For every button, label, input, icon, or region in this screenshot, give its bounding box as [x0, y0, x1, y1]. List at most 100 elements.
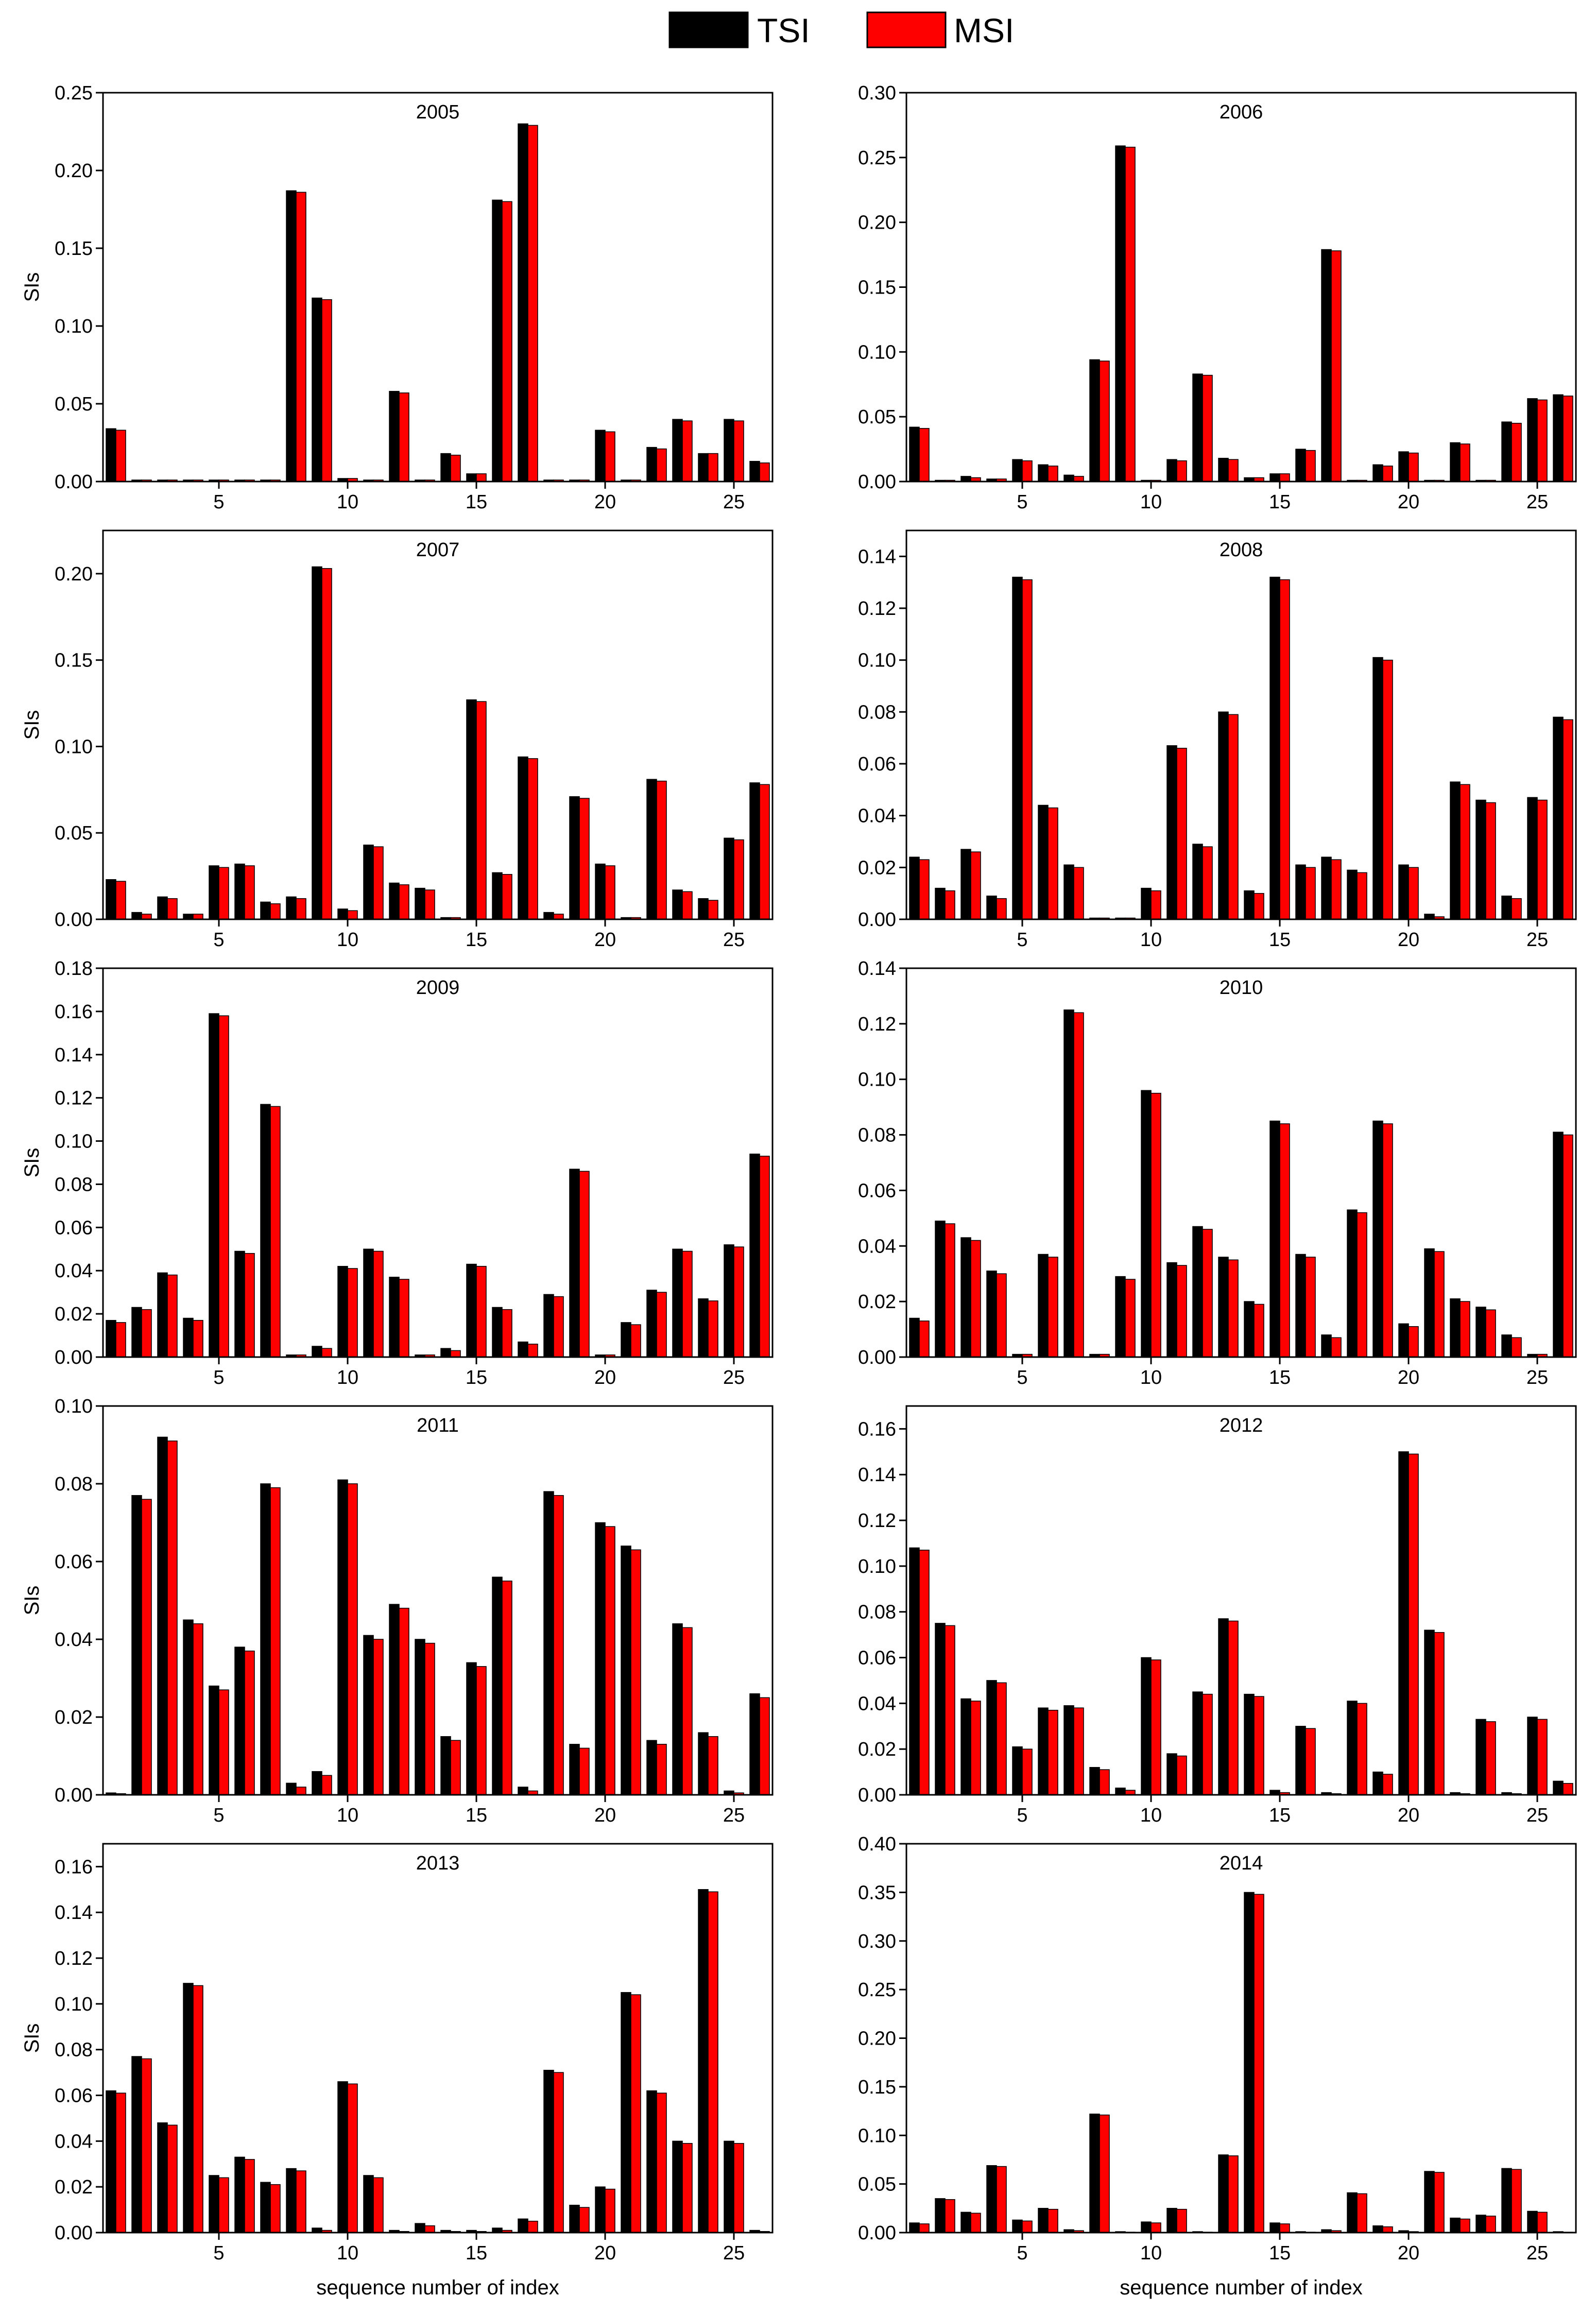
bar-tsi-2012-20: [1398, 1451, 1409, 1795]
bar-msi-2014-1: [919, 2223, 930, 2233]
y-tick-label: 0.05: [858, 2174, 896, 2196]
bar-tsi-2007-25: [724, 837, 734, 920]
bar-tsi-2014-10: [1141, 2221, 1152, 2233]
bar-msi-2011-12: [399, 1607, 409, 1795]
bar-msi-2011-7: [270, 1487, 281, 1795]
bar-msi-2008-7: [1073, 867, 1084, 920]
x-tick-label: 25: [723, 491, 745, 513]
bar-tsi-2010-4: [986, 1271, 997, 1358]
bar-msi-2008-25: [1537, 799, 1548, 920]
x-tick-label: 5: [213, 491, 224, 513]
bar-msi-2010-18: [1357, 1212, 1367, 1358]
bar-tsi-2014-21: [1424, 2171, 1435, 2233]
y-tick-label: 0.00: [55, 1785, 93, 1806]
bar-tsi-2012-21: [1424, 1630, 1435, 1795]
bar-tsi-2014-14: [1244, 1892, 1255, 2233]
bar-tsi-2006-26: [1553, 394, 1564, 482]
bar-msi-2010-3: [970, 1240, 981, 1358]
bar-msi-2010-14: [1254, 1304, 1264, 1358]
bar-msi-2010-7: [1073, 1012, 1084, 1358]
bar-msi-2011-16: [502, 1581, 512, 1795]
bar-msi-2006-17: [1331, 250, 1342, 482]
bar-tsi-2006-1: [909, 426, 920, 482]
bar-msi-2008-15: [1279, 579, 1290, 920]
bar-tsi-2012-19: [1372, 1771, 1383, 1795]
y-tick-label: 0.08: [55, 1174, 93, 1195]
y-tick-label: 0.30: [858, 1931, 896, 1952]
bar-tsi-2009-18: [543, 1294, 554, 1358]
bar-tsi-2009-22: [646, 1290, 657, 1358]
bar-msi-2012-12: [1202, 1693, 1213, 1795]
bar-tsi-2011-20: [595, 1522, 606, 1795]
y-tick-label: 0.02: [858, 857, 896, 879]
bar-msi-2014-21: [1434, 2172, 1445, 2233]
bar-tsi-2010-1: [909, 1317, 920, 1358]
bar-tsi-2012-5: [1012, 1746, 1023, 1795]
bar-msi-2013-8: [296, 2170, 306, 2233]
y-tick-label: 0.15: [858, 277, 896, 299]
bar-msi-2011-11: [373, 1639, 384, 1795]
bar-tsi-2010-24: [1501, 1334, 1512, 1358]
bar-tsi-2013-5: [209, 2175, 219, 2233]
bar-tsi-2011-23: [672, 1623, 683, 1795]
bar-msi-2014-18: [1357, 2193, 1367, 2233]
bar-msi-2012-18: [1357, 1703, 1367, 1795]
bar-tsi-2009-21: [621, 1322, 631, 1358]
bar-msi-2014-2: [945, 2199, 955, 2233]
bar-tsi-2009-14: [440, 1348, 451, 1358]
bar-msi-2011-23: [682, 1627, 693, 1795]
bar-msi-2012-19: [1382, 1774, 1393, 1795]
bar-msi-2006-6: [1048, 466, 1058, 482]
bar-tsi-2008-20: [1398, 864, 1409, 920]
bar-msi-2012-6: [1048, 1709, 1058, 1795]
x-tick-label: 20: [1398, 491, 1419, 513]
bar-tsi-2007-5: [209, 865, 219, 920]
bar-msi-2005-8: [296, 192, 306, 482]
bar-msi-2005-14: [450, 454, 461, 482]
bar-tsi-2006-16: [1295, 449, 1306, 482]
bar-tsi-2013-11: [363, 2175, 374, 2233]
bar-msi-2009-26: [759, 1156, 770, 1358]
bar-tsi-2005-20: [595, 430, 606, 482]
bar-msi-2008-17: [1331, 859, 1342, 920]
x-tick-label: 10: [1140, 1805, 1162, 1826]
bar-msi-2008-10: [1151, 890, 1161, 920]
bar-tsi-2006-19: [1372, 464, 1383, 482]
bar-msi-2008-20: [1408, 867, 1419, 920]
bar-msi-2007-13: [424, 889, 435, 920]
bar-tsi-2009-16: [492, 1307, 503, 1358]
bar-tsi-2009-12: [389, 1277, 400, 1358]
y-tick-label: 0.30: [858, 82, 896, 104]
x-tick-label: 15: [466, 1367, 487, 1388]
chart-panel-2006: 0.00 0.05 0.10 0.15 0.20 0.25 0.30 5 10 15 20 25 200…: [858, 82, 1577, 513]
bar-tsi-2009-25: [724, 1244, 734, 1358]
bar-msi-2010-20: [1408, 1326, 1419, 1358]
bar-msi-2013-3: [167, 2124, 178, 2233]
x-tick-label: 10: [1140, 491, 1162, 513]
y-tick-label: 0.10: [55, 736, 93, 758]
bar-msi-2005-25: [733, 420, 744, 482]
bar-tsi-2010-14: [1244, 1301, 1255, 1358]
x-tick-label: 5: [1017, 491, 1027, 513]
bar-msi-2011-5: [218, 1689, 229, 1795]
x-tick-label: 25: [1526, 491, 1548, 513]
bar-tsi-2007-20: [595, 863, 606, 920]
x-axis-label: sequence number of index: [316, 2276, 559, 2299]
bar-msi-2008-26: [1563, 719, 1573, 920]
bar-msi-2006-11: [1176, 460, 1187, 482]
bar-tsi-2006-12: [1192, 373, 1203, 482]
bar-tsi-2012-23: [1475, 1719, 1486, 1795]
y-tick-label: 0.02: [55, 2176, 93, 2198]
bar-tsi-2005-9: [312, 297, 322, 482]
bar-msi-2006-13: [1228, 459, 1239, 482]
bar-msi-2011-26: [759, 1697, 770, 1795]
y-tick-label: 0.16: [55, 1001, 93, 1023]
bar-msi-2010-6: [1048, 1257, 1058, 1358]
bar-tsi-2012-14: [1244, 1693, 1255, 1795]
bar-tsi-2011-19: [569, 1744, 580, 1795]
chart-panel-2014: 0.00 0.05 0.10 0.15 0.20 0.25 0.30 0.35 0.40 5 10 1…: [858, 1833, 1577, 2299]
y-tick-label: 0.25: [858, 147, 896, 169]
x-tick-label: 20: [594, 929, 616, 951]
x-tick-label: 15: [466, 1805, 487, 1826]
